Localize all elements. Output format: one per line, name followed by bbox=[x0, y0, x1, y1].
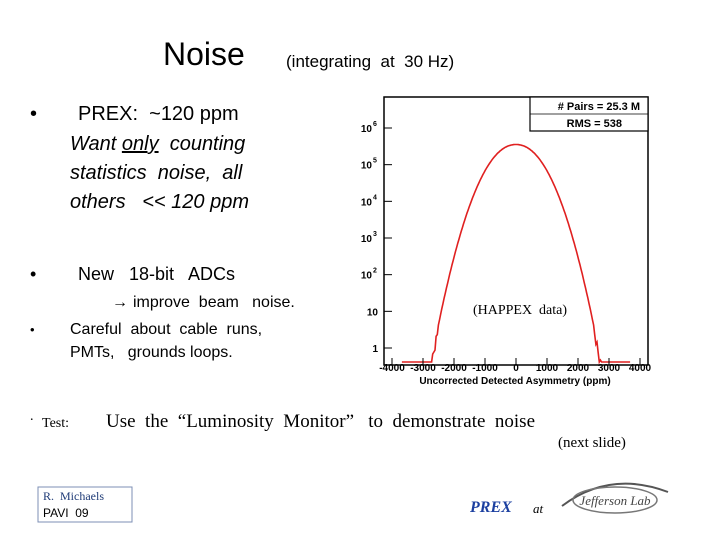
x-axis-title: Uncorrected Detected Asymmetry (ppm) bbox=[419, 376, 610, 387]
bullet-text: Careful about cable runs, bbox=[70, 321, 262, 338]
test-text: Use the “Luminosity Monitor” to demonstr… bbox=[106, 411, 535, 432]
x-tick-label: 1000 bbox=[536, 363, 559, 374]
y-tick-label: 10 bbox=[361, 124, 373, 135]
x-tick-label: 0 bbox=[513, 363, 519, 374]
y-tick-label: 10 bbox=[361, 197, 373, 208]
at-label: at bbox=[533, 501, 544, 516]
y-tick-label: 10 bbox=[367, 307, 379, 318]
logo: Jefferson Lab bbox=[561, 482, 669, 514]
x-tick-label: -4000 bbox=[379, 363, 405, 374]
x-tick-label: -2000 bbox=[441, 363, 467, 374]
arrow: → bbox=[112, 294, 128, 311]
y-tick-exponent: 2 bbox=[373, 268, 377, 275]
distribution-curve bbox=[401, 143, 631, 365]
detail-line: statistics noise, all bbox=[70, 162, 243, 184]
bullet: . bbox=[30, 409, 34, 424]
y-tick-label: 10 bbox=[361, 271, 373, 282]
x-tick-label: 4000 bbox=[629, 363, 652, 374]
detail-line: others << 120 ppm bbox=[70, 191, 249, 213]
y-tick-exponent: 6 bbox=[373, 121, 377, 128]
logo-text: Jefferson Lab bbox=[579, 493, 651, 508]
bullet-text: PREX: ~120 ppm bbox=[78, 103, 239, 125]
subtitle: (integrating at 30 Hz) bbox=[286, 52, 454, 71]
y-tick-exponent: 4 bbox=[373, 194, 377, 201]
note: (next slide) bbox=[558, 435, 626, 451]
y-tick-label: 10 bbox=[361, 161, 373, 172]
logo-swoosh bbox=[561, 482, 669, 507]
author: R. Michaels bbox=[43, 489, 104, 503]
stats-text: # Pairs = 25.3 M bbox=[558, 101, 640, 113]
x-tick-label: -1000 bbox=[472, 363, 498, 374]
underlined-text: only bbox=[122, 133, 160, 155]
bullet-text: New 18-bit ADCs bbox=[78, 264, 235, 284]
x-tick-label: 2000 bbox=[567, 363, 590, 374]
author-box bbox=[37, 486, 133, 523]
event: PAVI 09 bbox=[43, 506, 89, 520]
y-tick-exponent: 3 bbox=[373, 231, 377, 238]
annotation: (HAPPEX data) bbox=[473, 303, 567, 318]
histogram: # Pairs = 25.3 M RMS = 538 (HAPPEX data)… bbox=[361, 96, 652, 387]
y-tick-exponent: 5 bbox=[373, 158, 377, 165]
y-tick-label: 1 bbox=[372, 344, 378, 355]
stats-text: RMS = 538 bbox=[567, 118, 622, 130]
bullet: • bbox=[30, 103, 37, 125]
test-label: Test: bbox=[42, 416, 69, 431]
detail-line: Want only counting bbox=[70, 133, 245, 155]
x-tick-label: -3000 bbox=[410, 363, 436, 374]
title: Noise bbox=[163, 36, 245, 72]
y-tick-label: 10 bbox=[361, 234, 373, 245]
plot-frame bbox=[383, 96, 649, 366]
text: counting bbox=[159, 133, 246, 155]
bullet-text: PMTs, grounds loops. bbox=[70, 344, 233, 361]
text: Want bbox=[70, 133, 122, 155]
sub-text: improve beam noise. bbox=[133, 294, 295, 311]
bullet: • bbox=[30, 322, 35, 337]
prex-label: PREX bbox=[469, 499, 512, 516]
bullet: • bbox=[30, 264, 36, 284]
logo-ring bbox=[572, 486, 658, 514]
x-tick-label: 3000 bbox=[598, 363, 621, 374]
